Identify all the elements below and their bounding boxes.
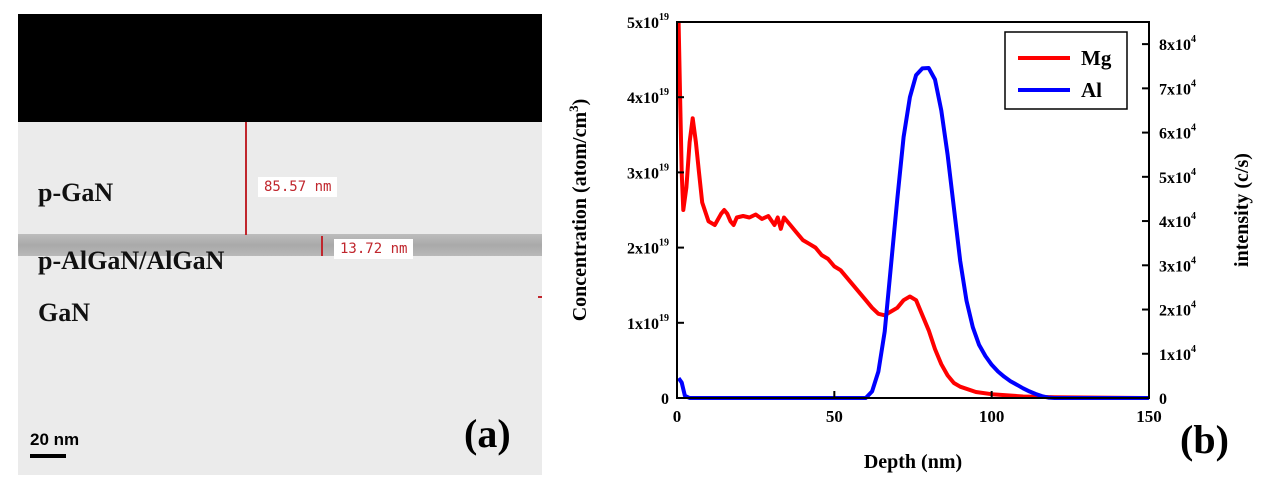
scale-bar [30,454,66,458]
measure-tick [538,296,542,298]
y2-tick-label: 0 [1159,391,1167,408]
y2-tick-label: 4x104 [1159,211,1196,231]
legend-label-mg: Mg [1081,46,1112,70]
y-tick-label: 2x1019 [627,238,669,258]
x-tick-label: 50 [826,407,843,426]
series-line-al [676,66,1149,400]
measure-line-pgan [245,122,247,235]
legend-box [1004,31,1128,110]
y2-tick-label: 1x104 [1159,344,1196,364]
y2-tick-label: 2x104 [1159,300,1196,320]
layer-label-p-algan: p-AlGaN/AlGaN [38,246,225,275]
y-axis-title: Concentration (atom/cm3) [566,99,591,322]
tem-image: p-GaN p-AlGaN/AlGaN GaN 85.57 nm 13.72 n… [18,14,542,475]
y2-tick-label: 3x104 [1159,255,1196,275]
layer-label-gan: GaN [38,298,90,327]
x-tick-label: 100 [979,407,1005,426]
scale-bar-label: 20 nm [30,430,80,449]
tem-dark-region [18,14,542,122]
axis-ticks: 0 50 100 15001x10192x10193x10194x10195x1019… [627,12,1196,426]
x-tick-label: 0 [673,407,682,426]
panel-letter-b: (b) [1180,417,1229,462]
y2-axis-title: intensity (c/s) [1231,153,1253,267]
legend: Mg Al [1004,31,1128,110]
measure-label-algan: 13.72 nm [334,239,414,259]
y2-tick-label: 5x104 [1159,167,1196,187]
sims-chart: 0 50 100 150 0 1x1019 2x1019 3x1019 4x1019 5x1019… [560,0,1268,487]
x-axis-title: Depth (nm) [864,451,962,473]
y2-tick-label: 7x104 [1159,78,1196,98]
y-tick-label: 0 [661,391,669,408]
y2-tick-label: 6x104 [1159,123,1196,143]
layer-label-p-gan: p-GaN [38,178,114,207]
y-tick-label: 4x1019 [627,87,669,107]
plot-lines [676,21,1150,400]
plot-frame [676,21,1150,399]
y-tick-label: 1x1019 [627,313,669,333]
panel-letter-a: (a) [464,411,511,456]
x-tick-label: 150 [1136,407,1162,426]
measure-label-pgan: 85.57 nm [258,177,338,197]
y-tick-label: 3x1019 [627,162,669,182]
y-tick-label: 5x1019 [627,12,669,32]
measure-line-algan [321,236,323,256]
chart-svg: 0 50 100 15001x10192x10193x10194x10195x1019… [566,12,1253,473]
series-line-mg [676,21,1150,400]
y2-tick-label: 8x104 [1159,34,1196,54]
legend-label-al: Al [1081,78,1102,102]
